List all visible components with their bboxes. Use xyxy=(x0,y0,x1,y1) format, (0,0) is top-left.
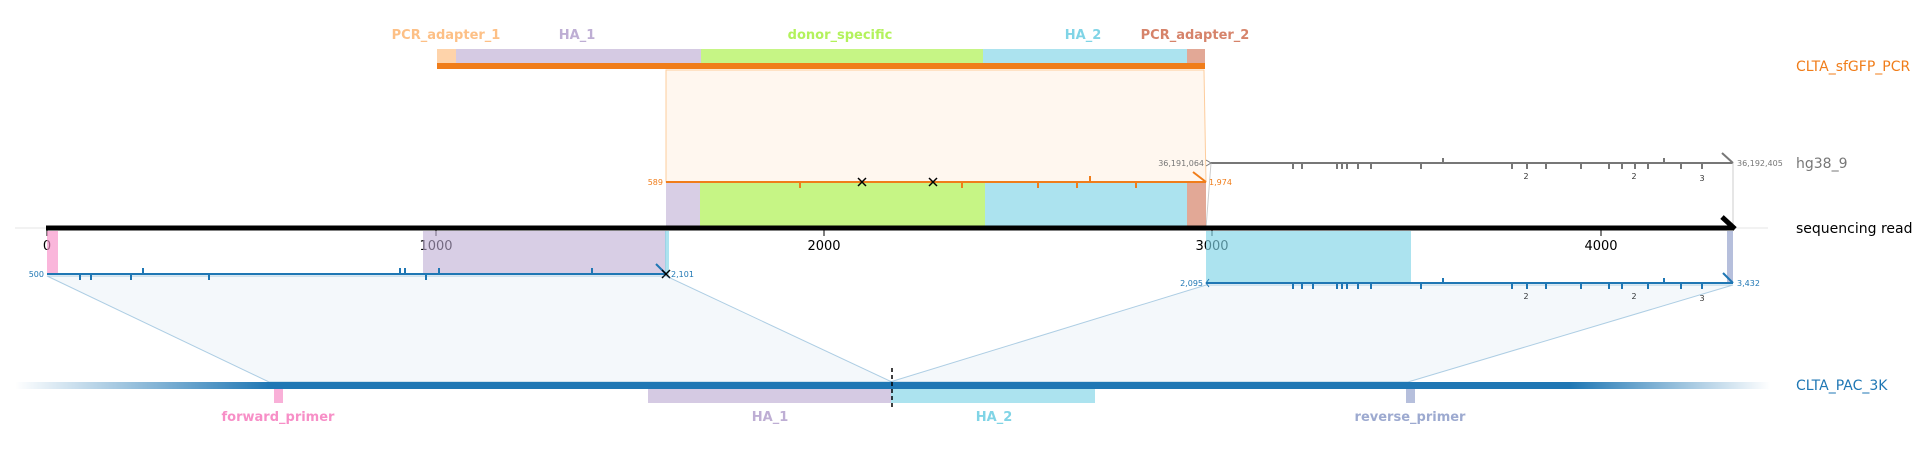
genome-mismatch-count-1: 2 xyxy=(1523,172,1528,181)
read-feature-ha-2-target-small xyxy=(665,231,669,275)
read-feature-forward-primer xyxy=(47,231,58,275)
read-feature-ha-2-target xyxy=(1206,231,1411,284)
target-1-start-coordinate: 500 xyxy=(29,270,44,279)
feature-label-ha-2: HA_2 xyxy=(1065,28,1102,43)
donor-track: PCR_adapter_1 HA_1 donor_specific HA_2 P… xyxy=(392,28,1911,75)
genome-mismatch-count-3: 3 xyxy=(1699,174,1704,183)
track-label-donor: CLTA_sfGFP_PCR xyxy=(1796,59,1910,75)
read-feature-ha-1-target xyxy=(423,231,666,275)
target-line-fade-right xyxy=(1570,382,1770,389)
donor-feature-ha-2 xyxy=(983,49,1187,64)
target-line xyxy=(270,382,1570,389)
read-feature-reverse-primer xyxy=(1727,231,1733,284)
axis-tick-label-2000: 2000 xyxy=(807,239,840,254)
target-alignments: 500 2,101 2,095 3 xyxy=(29,231,1760,303)
target-2-mismatch-ticks xyxy=(1292,278,1703,289)
target-2-end-coordinate: 3,432 xyxy=(1737,279,1760,288)
target-2-end-arrow xyxy=(1722,272,1734,284)
target-2-start-coordinate: 2,095 xyxy=(1180,279,1203,288)
target-1-end-coordinate: 2,101 xyxy=(671,270,694,279)
donor-feature-ha-1 xyxy=(456,49,701,64)
target-1-mismatch-ticks xyxy=(79,268,593,280)
target-feature-ha-2 xyxy=(891,389,1095,403)
track-label-target: CLTA_PAC_3K xyxy=(1796,378,1888,394)
track-label-genome: hg38_9 xyxy=(1796,156,1847,172)
genome-mismatch-ticks xyxy=(1292,158,1703,169)
target-projection-1 xyxy=(46,275,893,383)
genome-start-guide xyxy=(1205,162,1212,229)
target-1-end-cross xyxy=(661,269,671,279)
donor-feature-pcr-adapter-1 xyxy=(437,49,456,64)
donor-projection xyxy=(665,69,1207,183)
feature-label-ha-1: HA_1 xyxy=(559,28,596,43)
bottom-feature-label-forward-primer: forward_primer xyxy=(222,410,336,425)
genome-end-coordinate: 36,192,405 xyxy=(1737,159,1783,168)
bottom-feature-label-ha-2: HA_2 xyxy=(976,410,1013,425)
donor-line xyxy=(437,63,1205,69)
feature-label-pcr-adapter-2: PCR_adapter_2 xyxy=(1141,28,1250,43)
target-mismatch-count-2: 2 xyxy=(1631,292,1636,301)
donor-alignment: 589 1,974 xyxy=(648,171,1232,226)
read-feature-ha-1-donor xyxy=(666,182,700,226)
target-feature-reverse-primer xyxy=(1406,389,1415,403)
axis-tick-label-4000: 4000 xyxy=(1584,239,1617,254)
read-feature-ha-2-donor xyxy=(985,182,1187,226)
target-line-fade-left xyxy=(15,382,270,389)
donor-end-arrow xyxy=(1192,171,1207,183)
genome-end-arrow xyxy=(1721,152,1734,164)
donor-mismatch-ticks xyxy=(799,176,1137,188)
sequencing-read-arrow xyxy=(1720,215,1737,231)
target-feature-forward-primer xyxy=(274,389,283,403)
target-mismatch-count-3: 3 xyxy=(1699,294,1704,303)
target-feature-ha-1 xyxy=(648,389,891,403)
target-mismatch-count-1: 2 xyxy=(1523,292,1528,301)
donor-mismatch-crosses xyxy=(857,177,938,187)
feature-label-donor-specific: donor_specific xyxy=(788,28,893,43)
track-label-read: sequencing read xyxy=(1796,221,1912,237)
genome-mismatch-count-2: 2 xyxy=(1631,172,1636,181)
genome-track: 36,191,064 36,192,405 2 2 3 hg38_9 xyxy=(1158,152,1847,229)
donor-feature-pcr-adapter-2 xyxy=(1187,49,1205,64)
sequencing-read-track: 0 1000 2000 3000 4000 sequencing read xyxy=(15,215,1912,254)
read-feature-pcr-adapter-2 xyxy=(1187,182,1206,226)
genome-start-coordinate: 36,191,064 xyxy=(1158,159,1204,168)
target-projection-2 xyxy=(889,284,1734,383)
genome-start-marker xyxy=(1205,159,1212,167)
target-track: forward_primer HA_1 HA_2 reverse_primer … xyxy=(15,368,1888,425)
donor-start-coordinate: 589 xyxy=(648,178,663,187)
donor-end-coordinate: 1,974 xyxy=(1209,178,1232,187)
read-feature-donor-specific xyxy=(700,182,985,226)
target-2-start-marker xyxy=(1205,278,1210,288)
feature-label-pcr-adapter-1: PCR_adapter_1 xyxy=(392,28,501,43)
bottom-feature-label-ha-1: HA_1 xyxy=(752,410,789,425)
donor-feature-donor-specific xyxy=(701,49,983,64)
bottom-feature-label-reverse-primer: reverse_primer xyxy=(1355,410,1467,425)
